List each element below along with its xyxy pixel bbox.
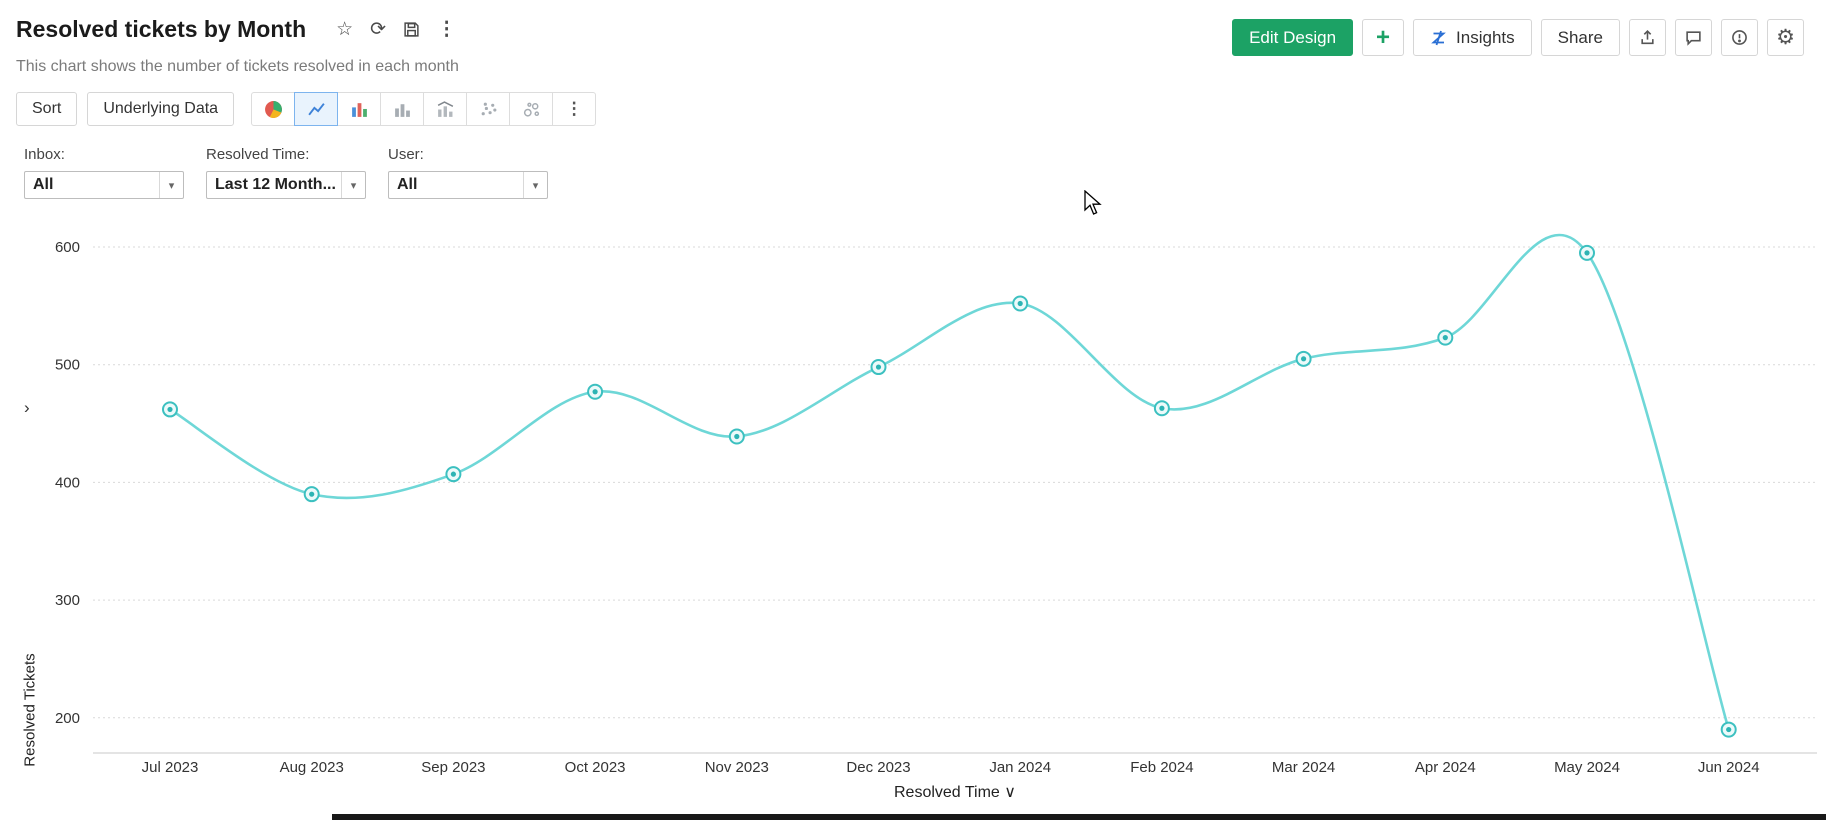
save-icon[interactable] — [403, 21, 420, 38]
caret-down-icon: ▾ — [523, 172, 547, 198]
page-title: Resolved tickets by Month — [16, 16, 307, 42]
title-action-icons: ☆ ⟳ ⋮ — [336, 20, 456, 39]
data-point-center — [734, 433, 740, 440]
x-tick-label: Nov 2023 — [705, 759, 769, 776]
data-point-center — [167, 406, 173, 413]
x-tick-label: Aug 2023 — [280, 759, 344, 776]
chart-type-selector: ⋮ — [251, 92, 597, 126]
filter-inbox: Inbox: All ▾ — [24, 146, 184, 199]
x-tick-label: Jun 2024 — [1698, 759, 1760, 776]
data-point-center — [1726, 726, 1732, 733]
data-point-center — [1017, 300, 1023, 307]
y-tick-label: 500 — [55, 357, 80, 374]
zia-icon — [1430, 29, 1448, 47]
filter-label: Inbox: — [24, 146, 65, 163]
resolved-time-select[interactable]: Last 12 Month... ▾ — [206, 171, 366, 199]
settings-button[interactable]: ⚙ — [1767, 19, 1804, 56]
filter-label: Resolved Time: — [206, 146, 310, 163]
alert-icon — [1732, 30, 1747, 45]
data-point-center — [309, 491, 315, 497]
data-point-center — [1442, 335, 1448, 341]
combo-chart-icon[interactable] — [423, 92, 468, 126]
refresh-icon[interactable]: ⟳ — [370, 19, 387, 40]
select-value: Last 12 Month... — [215, 176, 336, 193]
sort-button[interactable]: Sort — [16, 92, 78, 126]
underlying-data-button[interactable]: Underlying Data — [87, 92, 235, 126]
data-point-center — [1584, 250, 1590, 256]
filter-user: User: All ▾ — [388, 146, 548, 199]
data-point-center — [1159, 405, 1165, 411]
favorite-star-icon[interactable]: ☆ — [336, 19, 354, 40]
x-tick-label: Dec 2023 — [846, 759, 910, 776]
more-options-icon[interactable]: ⋮ — [437, 19, 457, 40]
y-axis-chevron-icon[interactable]: › — [24, 398, 30, 417]
user-select[interactable]: All ▾ — [388, 171, 548, 199]
insights-label: Insights — [1456, 27, 1515, 47]
data-point-center — [875, 364, 882, 370]
data-point-center — [450, 471, 456, 477]
inbox-select[interactable]: All ▾ — [24, 171, 184, 199]
bubble-chart-icon[interactable] — [509, 92, 554, 126]
chart-area: › Resolved Tickets 600 500 400 300 200 Jul 20… — [0, 230, 1826, 815]
export-button[interactable] — [1629, 19, 1666, 56]
y-tick-label: 600 — [55, 239, 80, 256]
comment-icon — [1686, 31, 1701, 46]
bar-chart-icon[interactable] — [380, 92, 425, 126]
data-point-center — [1301, 356, 1307, 362]
comments-button[interactable] — [1675, 19, 1712, 56]
y-tick-label: 200 — [55, 710, 80, 727]
x-axis-title[interactable]: Resolved Time ∨ — [894, 784, 1016, 801]
filters-bar: Inbox: All ▾ Resolved Time: Last 12 Mont… — [24, 146, 548, 199]
select-value: All — [33, 176, 54, 193]
x-tick-label: May 2024 — [1554, 759, 1620, 776]
more-chart-types-icon[interactable]: ⋮ — [552, 92, 597, 126]
y-tick-label: 300 — [55, 592, 80, 609]
export-icon — [1641, 29, 1654, 45]
alerts-button[interactable] — [1721, 19, 1758, 56]
share-button[interactable]: Share — [1540, 19, 1620, 56]
add-button[interactable]: + — [1362, 19, 1405, 56]
line-chart-icon[interactable] — [294, 92, 339, 126]
x-tick-label: Oct 2023 — [565, 759, 626, 776]
x-tick-label: Feb 2024 — [1130, 759, 1193, 776]
header-actions: Edit Design + Insights Share ⚙ — [1232, 19, 1804, 56]
mouse-cursor — [1084, 190, 1102, 215]
caret-down-icon: ▾ — [341, 172, 365, 198]
line-chart: 600 500 400 300 200 Jul 2023 Aug 2023 Sep 2023 O… — [55, 233, 1817, 801]
caret-down-icon: ▾ — [159, 172, 183, 198]
gear-icon: ⚙ — [1776, 26, 1795, 49]
chart-description: This chart shows the number of tickets r… — [16, 58, 459, 75]
x-tick-label: Sep 2023 — [421, 759, 485, 776]
y-tick-label: 400 — [55, 474, 80, 491]
x-tick-label: Apr 2024 — [1415, 759, 1476, 776]
pie-chart-icon[interactable] — [251, 92, 296, 126]
select-value: All — [397, 176, 418, 193]
data-point-center — [592, 389, 598, 395]
edit-design-button[interactable]: Edit Design — [1232, 19, 1354, 56]
filter-label: User: — [388, 146, 424, 163]
x-tick-label: Jul 2023 — [142, 759, 199, 776]
chart-header: Resolved tickets by Month ☆ ⟳ ⋮ — [16, 16, 456, 43]
chart-toolbar: Sort Underlying Data — [16, 92, 597, 126]
scatter-chart-icon[interactable] — [466, 92, 511, 126]
filter-resolved-time: Resolved Time: Last 12 Month... ▾ — [206, 146, 366, 199]
x-tick-label: Jan 2024 — [989, 759, 1051, 776]
x-tick-label: Mar 2024 — [1272, 759, 1335, 776]
bottom-progress-bar — [332, 814, 1826, 820]
column-chart-icon[interactable] — [337, 92, 382, 126]
insights-button[interactable]: Insights — [1413, 19, 1532, 56]
